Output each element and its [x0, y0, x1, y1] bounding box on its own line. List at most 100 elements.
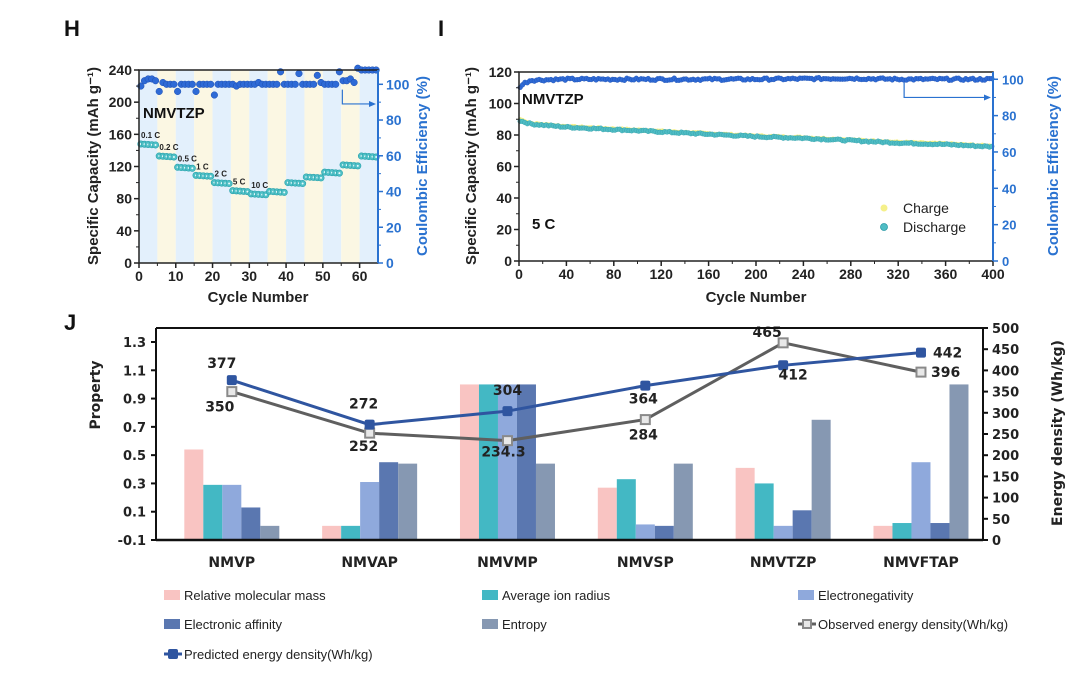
y2-tick-label: 100 [992, 492, 1019, 507]
x-axis-title: Cycle Number [706, 289, 807, 306]
y2-tick-label: 100 [386, 76, 410, 92]
marker-observed [364, 427, 376, 439]
category-label: NMVP [208, 555, 255, 571]
capacity-points [517, 117, 995, 150]
ce-point [350, 78, 358, 87]
bar [654, 525, 674, 540]
bar [497, 384, 517, 540]
marker-observed [639, 414, 651, 426]
ce-point [174, 87, 182, 95]
bar [222, 484, 242, 540]
rate-label: 5 C [532, 216, 556, 233]
ce-point [295, 70, 303, 78]
rate-label-text: 2 C [215, 170, 228, 179]
legend-marker-discharge [880, 223, 888, 231]
rate-labels: 0.1 C 0.2 C0.5 C1 C 2 C 5 C 10 C [141, 131, 268, 190]
legend-label: Electronic affinity [184, 617, 283, 632]
rate-band [157, 70, 176, 263]
y2-tick-label: 20 [386, 219, 402, 235]
bar [459, 384, 479, 540]
x-tick-label: 10 [168, 268, 184, 284]
bar [398, 463, 418, 540]
marker-predicted [640, 380, 651, 391]
category-labels: NMVP NMVAP NMVMP NMVSP NMVTZP NMVFTAP [208, 555, 958, 571]
data-label: 442 [933, 346, 962, 362]
rate-band [212, 70, 231, 263]
y2-tick-label: 300 [992, 407, 1019, 422]
legend-label: Observed energy density(Wh/kg) [818, 617, 1008, 632]
capacity-point-highlight [338, 172, 341, 175]
bar [873, 525, 893, 540]
capacity-point-highlight [172, 156, 175, 159]
y-tick-label: 0.7 [123, 421, 146, 436]
y-tick-label: 0.9 [123, 393, 146, 408]
ce-point [188, 80, 196, 88]
marker-observed [915, 366, 927, 378]
arrow-to-ce-axis [341, 89, 376, 107]
arrow-head [369, 100, 376, 107]
sample-label: NMVTZP [522, 91, 584, 108]
axis-ticks: 0 10 20 30 40 50 60 0 40 80 120 160 200 240 0 20 40 60 80 1… [109, 62, 410, 284]
y-tick-label: 160 [109, 126, 133, 142]
bar [260, 525, 280, 540]
bar [616, 479, 636, 540]
bar [597, 487, 617, 540]
category-label: NMVSP [617, 555, 674, 571]
y-tick-label: 240 [109, 62, 133, 78]
x-tick-label: 30 [242, 268, 258, 284]
rate-band [139, 70, 158, 263]
y2-tick-label: 20 [1002, 218, 1016, 233]
y2-axis-title: Coulombic Efficiency (%) [414, 76, 431, 256]
sample-label: NMVTZP [143, 105, 205, 122]
arrow-head [984, 94, 991, 101]
x-tick-label: 400 [981, 266, 1005, 282]
bar [930, 523, 950, 540]
ce-points [517, 74, 995, 91]
y-tick-label: 0.5 [123, 449, 146, 464]
bar [322, 525, 342, 540]
x-tick-label: 360 [934, 266, 958, 282]
legend-label: Entropy [502, 617, 547, 632]
y-axis-title: Property [88, 360, 104, 429]
rate-band [304, 70, 323, 263]
data-label: 412 [779, 367, 808, 383]
y-tick-label: 40 [116, 223, 132, 239]
y-tick-label: 120 [109, 159, 133, 175]
category-label: NMVMP [477, 555, 538, 571]
marker-observed [226, 386, 238, 398]
y-tick-label: 1.3 [123, 336, 146, 351]
capacity-points [137, 140, 380, 199]
x-axis-title: Cycle Number [208, 289, 309, 306]
x-tick-label: 0 [515, 266, 523, 282]
legend-marker [168, 649, 178, 659]
chart-i: 0 40 80 120 160 200 240 280 320 360 40002040608010… [463, 64, 1062, 306]
capacity-point-highlight [154, 143, 157, 146]
rate-band [322, 70, 342, 263]
y2-tick-label: 250 [992, 428, 1019, 443]
capacity-point-highlight [283, 191, 286, 194]
rate-label-text: 10 C [251, 181, 268, 190]
x-tick-label: 0 [135, 268, 143, 284]
capacity-point-highlight [264, 193, 267, 196]
y2-tick-label: 400 [992, 364, 1019, 379]
chart-h: 0.1 C 0.2 C0.5 C1 C 2 C 5 C 10 C 0 10 20 30 40 50… [85, 62, 431, 306]
y2-tick-label: 100 [1002, 72, 1024, 87]
axes: -0.1 0.1 0.3 0.5 0.7 0.9 1.1 1.3 0 50 100 150 200 250… [118, 322, 1020, 549]
marker-predicted [364, 419, 375, 430]
legend-label: Relative molecular mass [184, 588, 326, 603]
x-tick-label: 280 [839, 266, 863, 282]
legend-label-discharge: Discharge [903, 219, 966, 235]
capacity-point-highlight [356, 164, 359, 167]
y2-tick-label: 0 [1002, 254, 1009, 269]
rate-label-text: 0.2 C [159, 143, 178, 152]
legend-label-charge: Charge [903, 200, 949, 216]
y2-tick-label: 450 [992, 343, 1019, 358]
rate-band [359, 70, 378, 263]
x-tick-label: 40 [559, 266, 575, 282]
marker-predicted [226, 375, 237, 386]
legend: Relative molecular mass Average ion radiu… [164, 588, 1008, 662]
rate-band [194, 70, 213, 263]
y-tick-label: 40 [496, 190, 512, 206]
